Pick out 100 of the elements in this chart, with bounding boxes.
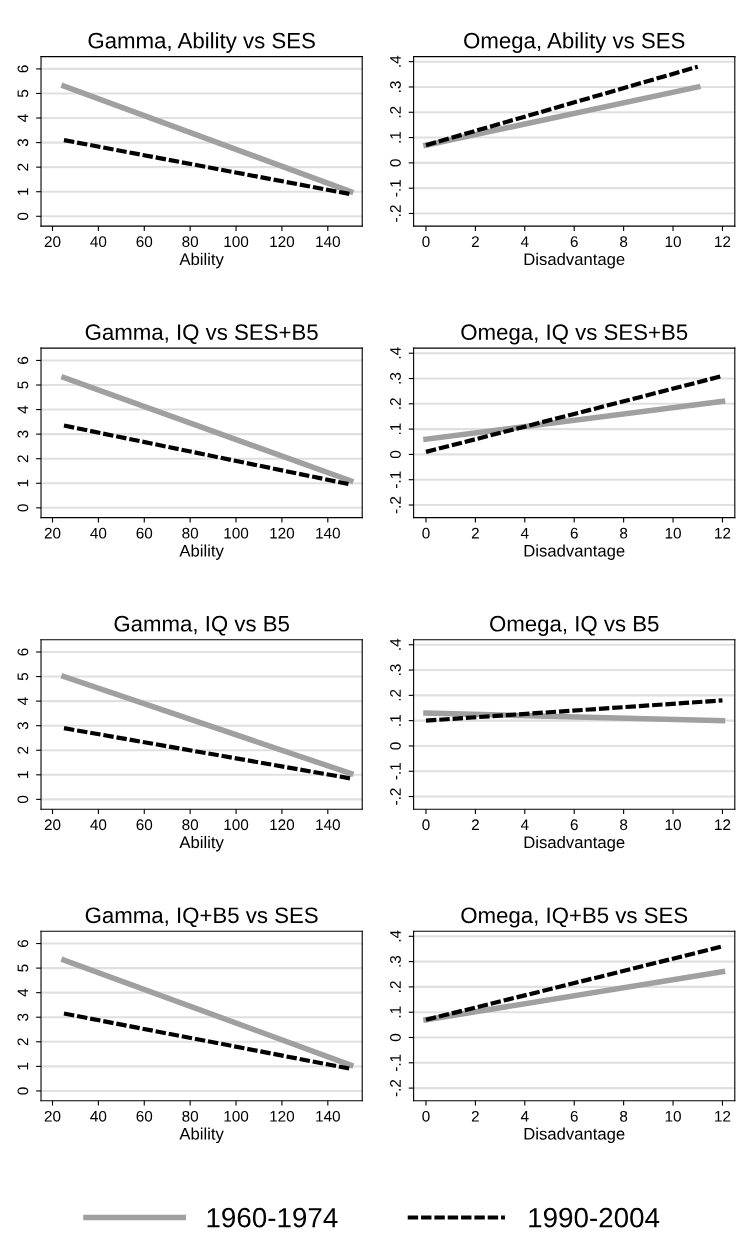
y-tick-label: .1 xyxy=(390,715,401,726)
legend-label: 1960-1974 xyxy=(207,1207,338,1228)
x-tick-label: 8 xyxy=(620,1110,628,1122)
chart-title: Omega, IQ+B5 vs SES xyxy=(461,907,688,928)
x-tick-label: 12 xyxy=(715,527,731,539)
x-tick-label: 6 xyxy=(570,819,578,831)
y-tick-label: 1 xyxy=(17,771,29,778)
y-tick-label: 3 xyxy=(17,1013,29,1021)
x-tick-label: 4 xyxy=(520,236,529,247)
x-tick-label: 4 xyxy=(520,527,529,539)
x-axis-title: Disadvantage xyxy=(524,1127,625,1144)
x-axis-title: Disadvantage xyxy=(524,835,625,852)
x-tick-label: 4 xyxy=(520,819,529,830)
x-tick-label: 2 xyxy=(471,527,479,539)
x-tick-label: 140 xyxy=(316,527,340,539)
x-tick-label: 2 xyxy=(471,819,479,830)
y-tick-label: 6 xyxy=(17,65,29,73)
x-tick-label: 10 xyxy=(665,1110,681,1122)
x-tick-label: 100 xyxy=(224,527,249,539)
y-tick-label: 4 xyxy=(17,988,29,997)
chart-title: Gamma, Ability vs SES xyxy=(88,32,315,53)
x-tick-label: 2 xyxy=(471,1110,479,1122)
y-tick-label: -.1 xyxy=(390,180,401,197)
y-tick-label: 0 xyxy=(17,504,29,512)
x-tick-label: 0 xyxy=(422,527,430,539)
x-tick-label: 60 xyxy=(136,527,153,539)
chart-title: Gamma, IQ vs SES+B5 xyxy=(85,324,318,345)
chart-title: Omega, IQ vs SES+B5 xyxy=(461,324,688,345)
y-tick-label: .2 xyxy=(390,106,401,118)
y-tick-label: 4 xyxy=(17,697,29,706)
x-tick-label: 0 xyxy=(422,1110,430,1122)
y-tick-label: -.2 xyxy=(390,205,401,222)
x-tick-label: 100 xyxy=(224,819,249,831)
x-tick-label: 120 xyxy=(270,236,295,248)
y-tick-label: 2 xyxy=(17,746,29,754)
x-tick-label: 8 xyxy=(620,527,628,539)
y-tick-label: 4 xyxy=(17,405,29,414)
chart-title: Gamma, IQ+B5 vs SES xyxy=(85,907,318,928)
x-tick-label: 6 xyxy=(570,236,578,248)
chart-title: Gamma, IQ vs B5 xyxy=(114,615,289,636)
y-tick-label: .3 xyxy=(390,955,401,967)
x-tick-label: 120 xyxy=(270,819,295,831)
y-tick-label: -.2 xyxy=(390,1079,401,1097)
x-tick-label: 100 xyxy=(224,1110,249,1122)
x-axis-title: Ability xyxy=(179,835,224,852)
y-tick-label: 5 xyxy=(17,672,29,681)
x-tick-label: 12 xyxy=(715,1110,731,1122)
y-tick-label: 5 xyxy=(17,964,29,972)
x-tick-label: 60 xyxy=(136,819,153,831)
x-tick-label: 10 xyxy=(665,819,681,831)
x-tick-label: 8 xyxy=(620,236,628,248)
chart-title: Omega, Ability vs SES xyxy=(464,32,685,53)
y-tick-label: .2 xyxy=(390,981,401,992)
x-tick-label: 4 xyxy=(520,1111,529,1122)
y-tick-label: .3 xyxy=(390,81,401,92)
y-tick-label: .1 xyxy=(390,423,401,435)
y-tick-label: 0 xyxy=(390,742,401,750)
y-tick-label: 0 xyxy=(17,212,29,220)
x-axis-title: Disadvantage xyxy=(524,544,625,560)
x-tick-label: 100 xyxy=(224,236,249,248)
x-tick-label: 80 xyxy=(182,819,199,831)
x-tick-label: 60 xyxy=(136,236,153,248)
legend-label: 1990-2004 xyxy=(529,1207,660,1228)
y-tick-label: .4 xyxy=(390,930,401,942)
y-tick-label: .2 xyxy=(390,689,401,701)
y-tick-label: 1 xyxy=(17,479,29,487)
x-tick-label: 12 xyxy=(715,819,731,830)
y-tick-label: 6 xyxy=(17,939,29,947)
y-tick-label: 3 xyxy=(17,722,29,730)
y-tick-label: -.1 xyxy=(390,471,401,488)
x-tick-label: 80 xyxy=(182,236,199,248)
x-tick-label: 20 xyxy=(44,527,61,539)
x-tick-label: 40 xyxy=(90,819,107,831)
x-tick-label: 20 xyxy=(44,236,61,248)
y-tick-label: .1 xyxy=(390,131,401,143)
x-tick-label: 120 xyxy=(270,527,295,539)
y-tick-label: 5 xyxy=(17,89,29,98)
y-tick-label: 0 xyxy=(17,1087,29,1095)
y-tick-label: -.2 xyxy=(390,496,401,514)
x-tick-label: 10 xyxy=(665,527,681,539)
y-tick-label: .4 xyxy=(390,347,401,359)
y-tick-label: 3 xyxy=(17,139,29,147)
y-tick-label: 2 xyxy=(17,1038,29,1046)
y-tick-label: 0 xyxy=(390,450,401,459)
y-tick-label: 0 xyxy=(390,159,401,167)
y-tick-label: .3 xyxy=(390,664,401,676)
x-tick-label: 2 xyxy=(471,236,479,247)
y-tick-label: 2 xyxy=(17,163,29,171)
x-tick-label: 80 xyxy=(182,527,199,539)
x-axis-title: Ability xyxy=(179,1127,224,1144)
x-tick-label: 0 xyxy=(422,819,430,831)
y-tick-label: .2 xyxy=(390,398,401,409)
y-tick-label: 1 xyxy=(17,1062,29,1070)
x-tick-label: 0 xyxy=(422,236,430,248)
x-tick-label: 40 xyxy=(90,236,107,248)
y-tick-label: 2 xyxy=(17,455,29,463)
x-tick-label: 6 xyxy=(570,527,578,539)
x-axis-title: Ability xyxy=(179,544,224,560)
y-tick-label: -.1 xyxy=(390,1054,401,1072)
y-tick-label: 3 xyxy=(17,430,29,438)
